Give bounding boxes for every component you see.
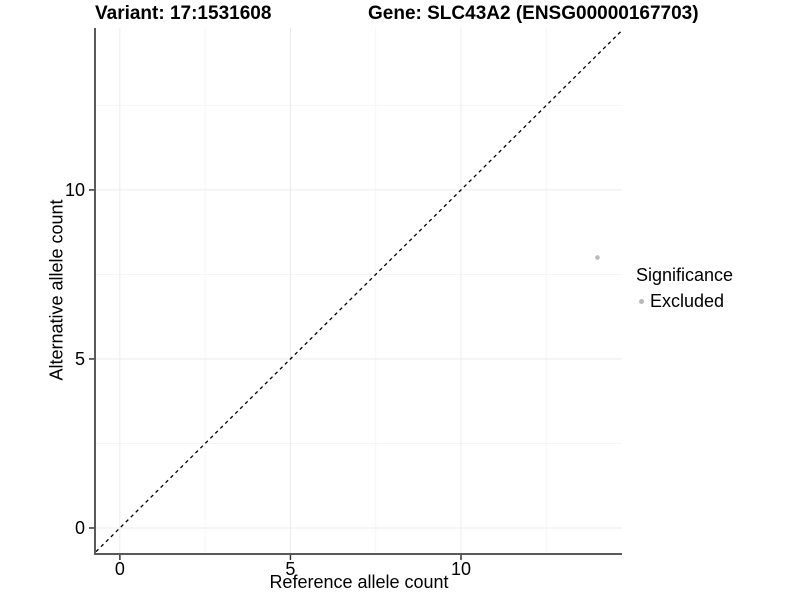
x-tick-label: 0 (115, 559, 125, 579)
x-axis-label: Reference allele count (269, 572, 449, 592)
y-tick-label: 0 (75, 518, 85, 538)
legend-title: Significance (636, 265, 734, 285)
x-tick-label: 10 (451, 559, 471, 579)
identity-line (95, 29, 623, 553)
legend: Significance Excluded (636, 265, 733, 312)
variant-title: Variant: 17:1531608 (95, 3, 272, 24)
legend-key-dot-icon (639, 299, 644, 304)
legend-item: Excluded (636, 291, 733, 312)
legend-item-label: Excluded (650, 291, 725, 311)
y-tick-label: 5 (75, 349, 85, 369)
y-tick-label: 10 (65, 180, 85, 200)
x-tick-label: 5 (285, 559, 295, 579)
data-point (595, 255, 600, 260)
y-axis-label: Alternative allele count (46, 199, 67, 381)
legend-items: Excluded (636, 291, 733, 312)
gene-title: Gene: SLC43A2 (ENSG00000167703) (368, 3, 699, 24)
